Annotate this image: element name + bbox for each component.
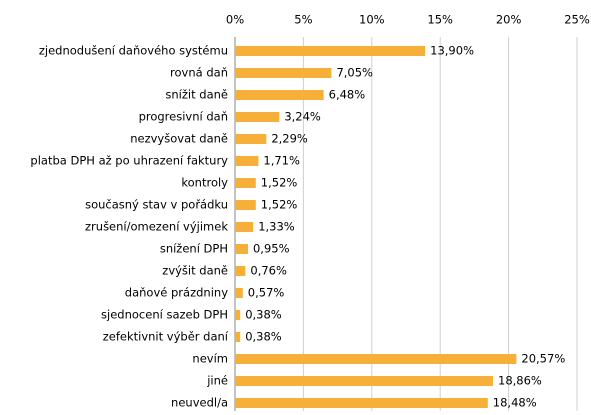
y-tick-label: kontroly — [181, 176, 228, 190]
bar — [235, 68, 332, 78]
y-tick-label: sjednocení sazeb DPH — [101, 308, 228, 322]
bar — [235, 222, 254, 232]
y-tick-label: daňové prázdniny — [125, 286, 228, 300]
y-tick-label: nevím — [192, 352, 228, 366]
data-label: 3,24% — [284, 110, 321, 124]
data-label: 7,05% — [336, 66, 373, 80]
bar — [235, 310, 241, 320]
bar — [235, 90, 324, 100]
y-tick-label: zvýšit daně — [162, 264, 228, 278]
x-tick-label: 20% — [496, 13, 522, 27]
bar — [235, 156, 259, 166]
y-tick-label: progresivní daň — [139, 110, 228, 124]
bar — [235, 46, 426, 56]
y-tick-label: současný stav v pořádku — [85, 198, 228, 212]
bar — [235, 398, 488, 408]
data-label: 0,38% — [245, 308, 282, 322]
bar — [235, 354, 517, 364]
data-label: 0,95% — [253, 242, 290, 256]
bar — [235, 266, 246, 276]
bar — [235, 332, 241, 342]
data-label: 0,38% — [245, 330, 282, 344]
data-label: 1,33% — [258, 220, 295, 234]
data-label: 1,71% — [263, 154, 300, 168]
bar — [235, 376, 494, 386]
data-label: 18,48% — [493, 396, 537, 410]
bar — [235, 178, 256, 188]
data-label: 13,90% — [430, 44, 474, 58]
bar — [235, 134, 267, 144]
data-label: 0,57% — [248, 286, 285, 300]
data-label: 1,52% — [261, 176, 298, 190]
bar — [235, 288, 243, 298]
data-label: 1,52% — [261, 198, 298, 212]
y-tick-label: zefektivnit výběr daní — [103, 330, 229, 344]
x-tick-label: 5% — [294, 13, 312, 27]
y-tick-label: zjednodušení daňového systému — [39, 44, 228, 58]
x-tick-label: 10% — [359, 13, 385, 27]
y-tick-label: snížit daně — [165, 88, 228, 102]
y-tick-label: nezvyšovat daně — [130, 132, 228, 146]
bar — [235, 200, 256, 210]
x-tick-label: 0% — [226, 13, 244, 27]
data-label: 18,86% — [498, 374, 542, 388]
y-tick-label: rovná daň — [170, 66, 228, 80]
data-label: 6,48% — [329, 88, 366, 102]
y-tick-label: jiné — [206, 374, 228, 388]
data-label: 20,57% — [521, 352, 565, 366]
x-tick-label: 25% — [564, 13, 590, 27]
y-tick-label: neuvedl/a — [171, 396, 228, 410]
y-tick-label: platba DPH až po uhrazení faktury — [30, 154, 228, 168]
x-tick-label: 15% — [427, 13, 453, 27]
bar — [235, 244, 248, 254]
bar — [235, 112, 280, 122]
y-tick-label: snížení DPH — [160, 242, 228, 256]
data-label: 2,29% — [271, 132, 308, 146]
y-tick-label: zrušení/omezení výjimek — [85, 220, 228, 234]
data-label: 0,76% — [250, 264, 287, 278]
